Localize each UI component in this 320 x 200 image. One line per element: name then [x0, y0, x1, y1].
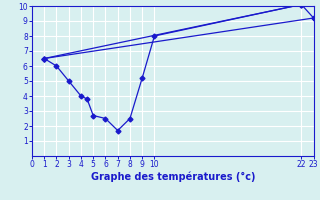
X-axis label: Graphe des températures (°c): Graphe des températures (°c) [91, 172, 255, 182]
